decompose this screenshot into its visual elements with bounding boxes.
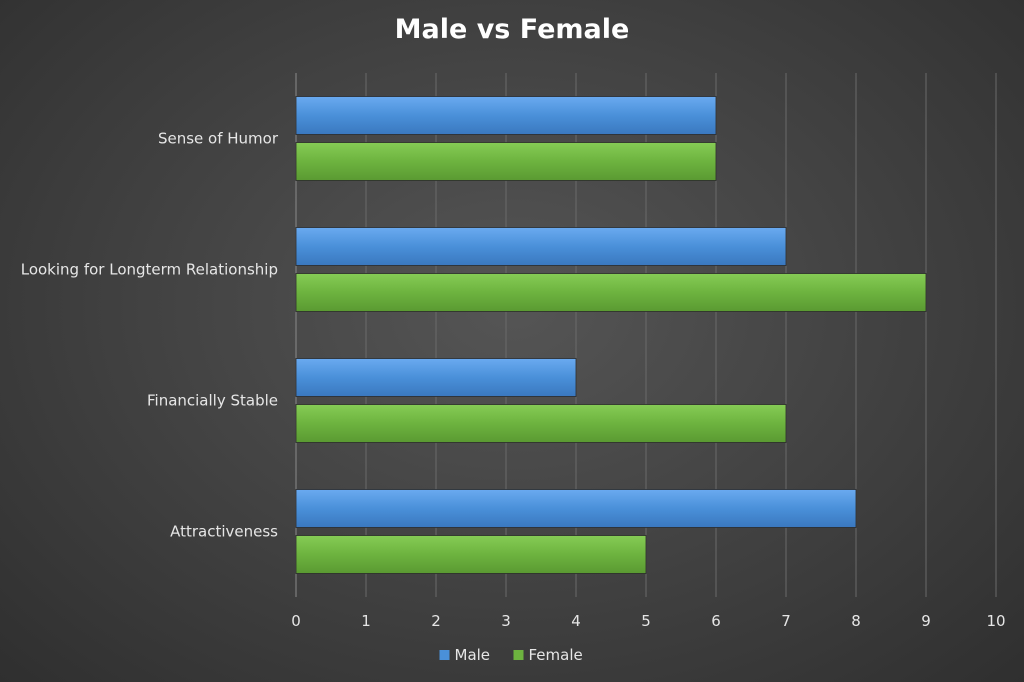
x-tick-labels: 0 1 2 3 4 5 6 7 8 9 10 [291, 612, 1005, 630]
x-tick-label: 10 [986, 612, 1005, 630]
legend-swatch-female [513, 650, 524, 660]
bars [295, 96, 927, 574]
bar-female-3 [295, 404, 787, 443]
category-label: Sense of Humor [158, 130, 279, 148]
bar-male-4 [295, 489, 857, 528]
bar-female-1 [295, 142, 717, 181]
bar-male-1 [295, 96, 717, 135]
bar-female-2 [295, 273, 927, 312]
x-tick-label: 1 [361, 612, 371, 630]
x-tick-label: 5 [641, 612, 651, 630]
bar-female-4 [295, 535, 647, 574]
x-tick-label: 0 [291, 612, 301, 630]
x-tick-label: 8 [851, 612, 861, 630]
category-label: Attractiveness [170, 523, 278, 541]
category-label: Financially Stable [147, 392, 278, 410]
legend-label-female: Female [529, 646, 583, 664]
chart-title: Male vs Female [394, 14, 630, 45]
category-label: Looking for Longterm Relationship [21, 261, 278, 279]
bar-male-2 [295, 227, 787, 266]
legend-label-male: Male [455, 646, 491, 664]
legend: Male Female [439, 646, 583, 664]
x-tick-label: 4 [571, 612, 581, 630]
x-tick-label: 9 [921, 612, 931, 630]
x-tick-label: 2 [431, 612, 441, 630]
bar-male-3 [295, 358, 577, 397]
x-tick-label: 3 [501, 612, 511, 630]
category-labels: Sense of Humor Looking for Longterm Relat… [21, 130, 279, 541]
x-tick-label: 7 [781, 612, 791, 630]
legend-swatch-male [439, 650, 450, 660]
x-tick-label: 6 [711, 612, 721, 630]
